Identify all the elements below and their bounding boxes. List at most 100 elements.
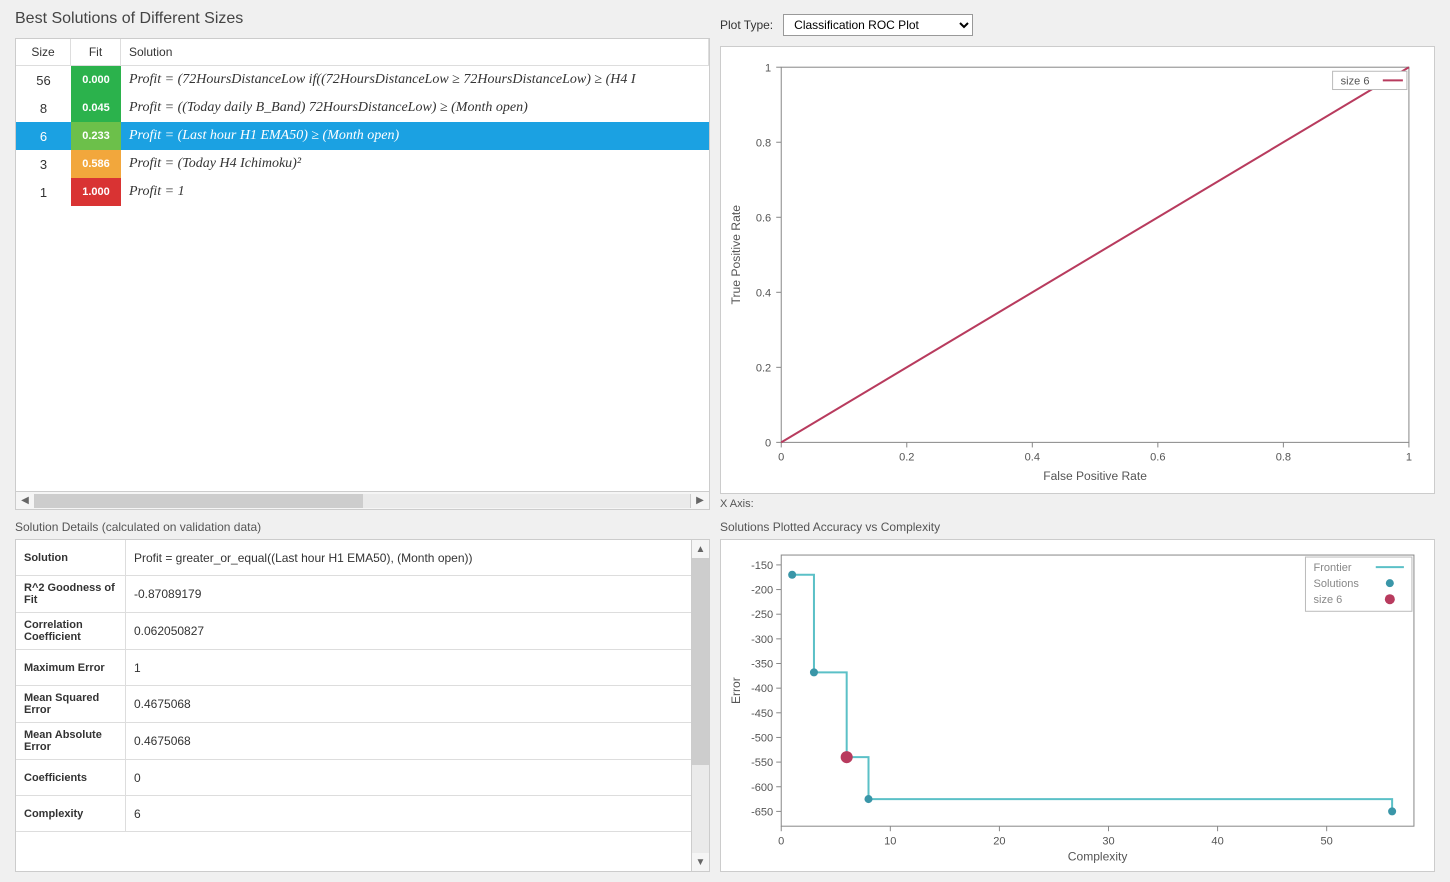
header-solution[interactable]: Solution [121,39,709,65]
details-value: Profit = greater_or_equal((Last hour H1 … [126,540,691,575]
complexity-plot-panel: Solutions Plotted Accuracy vs Complexity… [720,520,1435,872]
svg-text:10: 10 [884,835,896,847]
details-row: R^2 Goodness of Fit-0.87089179 [16,576,691,613]
cell-solution: Profit = (Today H4 Ichimoku)² [121,150,709,178]
svg-text:Frontier: Frontier [1314,562,1352,574]
svg-text:1: 1 [765,62,771,74]
cell-fit: 0.045 [71,94,121,122]
header-size[interactable]: Size [16,39,71,65]
table-row[interactable]: 60.233Profit = (Last hour H1 EMA50) ≥ (M… [16,122,709,150]
details-value: 0.4675068 [126,686,691,722]
horizontal-scrollbar[interactable]: ◀ ▶ [16,491,709,509]
svg-text:-300: -300 [751,634,773,646]
details-label: Maximum Error [16,650,126,685]
svg-text:20: 20 [993,835,1005,847]
details-label: R^2 Goodness of Fit [16,576,126,612]
details-row: Mean Absolute Error0.4675068 [16,723,691,760]
header-fit[interactable]: Fit [71,39,121,65]
svg-text:30: 30 [1102,835,1114,847]
cell-size: 3 [16,150,71,178]
svg-text:-500: -500 [751,732,773,744]
svg-text:Error: Error [729,677,743,704]
details-label: Correlation Coefficient [16,613,126,649]
svg-text:False Positive Rate: False Positive Rate [1043,469,1147,483]
details-value: 0.4675068 [126,723,691,759]
details-label: Mean Squared Error [16,686,126,722]
svg-text:0.2: 0.2 [756,362,771,374]
cell-size: 6 [16,122,71,150]
cell-solution: Profit = 1 [121,178,709,206]
svg-text:-450: -450 [751,708,773,720]
table-row[interactable]: 560.000Profit = (72HoursDistanceLow if((… [16,66,709,94]
xaxis-label-text: X Axis: [720,498,1435,510]
scroll-left-icon[interactable]: ◀ [16,493,34,509]
table-row[interactable]: 80.045Profit = ((Today daily B_Band) 72H… [16,94,709,122]
cell-size: 8 [16,94,71,122]
scroll-track[interactable] [34,494,691,508]
roc-plot-panel: Plot Type: Classification ROC Plot 0 0.2 0… [720,10,1435,510]
svg-text:50: 50 [1321,835,1333,847]
details-label: Solution [16,540,126,575]
solutions-panel: Best Solutions of Different Sizes Size F… [15,10,710,510]
scroll-thumb-v[interactable] [692,558,709,765]
plot-type-label: Plot Type: [720,18,773,32]
svg-text:-600: -600 [751,782,773,794]
svg-text:0.8: 0.8 [1276,452,1291,464]
cell-size: 56 [16,66,71,94]
table-header: Size Fit Solution [16,39,709,66]
details-value: 0.062050827 [126,613,691,649]
scroll-right-icon[interactable]: ▶ [691,493,709,509]
table-row[interactable]: 11.000Profit = 1 [16,178,709,206]
svg-text:0.6: 0.6 [1150,452,1165,464]
details-row: SolutionProfit = greater_or_equal((Last … [16,540,691,576]
details-value: 0 [126,760,691,795]
details-row: Correlation Coefficient0.062050827 [16,613,691,650]
scroll-thumb[interactable] [35,494,363,508]
cell-solution: Profit = ((Today daily B_Band) 72HoursDi… [121,94,709,122]
svg-text:-650: -650 [751,806,773,818]
svg-text:-250: -250 [751,609,773,621]
plot-type-select[interactable]: Classification ROC Plot [783,14,973,36]
details-row: Mean Squared Error0.4675068 [16,686,691,723]
vertical-scrollbar[interactable]: ▲ ▼ [691,540,709,871]
complexity-title: Solutions Plotted Accuracy vs Complexity [720,520,1435,534]
svg-text:-400: -400 [751,683,773,695]
solutions-table: Size Fit Solution 560.000Profit = (72Hou… [15,38,710,510]
svg-text:0.6: 0.6 [756,212,771,224]
cell-fit: 1.000 [71,178,121,206]
svg-text:0: 0 [778,835,784,847]
details-title: Solution Details (calculated on validati… [15,520,710,534]
svg-text:size 6: size 6 [1341,75,1370,87]
plot-type-row: Plot Type: Classification ROC Plot [720,10,1435,46]
scroll-track-v[interactable] [692,558,709,853]
svg-text:0: 0 [778,452,784,464]
details-row: Complexity6 [16,796,691,832]
svg-text:-150: -150 [751,560,773,572]
cell-solution: Profit = (Last hour H1 EMA50) ≥ (Month o… [121,122,709,150]
cell-fit: 0.000 [71,66,121,94]
svg-text:0: 0 [765,437,771,449]
details-value: 6 [126,796,691,831]
scroll-up-icon[interactable]: ▲ [692,540,709,558]
page-title: Best Solutions of Different Sizes [15,10,710,28]
svg-text:-200: -200 [751,585,773,597]
details-value: 1 [126,650,691,685]
svg-text:-550: -550 [751,757,773,769]
roc-chart[interactable]: 00.20.40.60.8100.20.40.60.81False Positi… [720,46,1435,494]
cell-solution: Profit = (72HoursDistanceLow if((72Hours… [121,66,709,94]
scroll-down-icon[interactable]: ▼ [692,853,709,871]
cell-size: 1 [16,178,71,206]
details-table: SolutionProfit = greater_or_equal((Last … [16,540,691,871]
solution-details-panel: Solution Details (calculated on validati… [15,520,710,872]
svg-text:Complexity: Complexity [1068,849,1128,863]
svg-text:size 6: size 6 [1314,594,1343,606]
svg-text:-350: -350 [751,659,773,671]
details-label: Mean Absolute Error [16,723,126,759]
table-row[interactable]: 30.586Profit = (Today H4 Ichimoku)² [16,150,709,178]
svg-text:0.4: 0.4 [756,287,771,299]
svg-text:True Positive Rate: True Positive Rate [729,205,743,305]
cell-fit: 0.586 [71,150,121,178]
complexity-chart[interactable]: 01020304050-150-200-250-300-350-400-450-… [720,539,1435,872]
details-label: Coefficients [16,760,126,795]
svg-text:1: 1 [1406,452,1412,464]
